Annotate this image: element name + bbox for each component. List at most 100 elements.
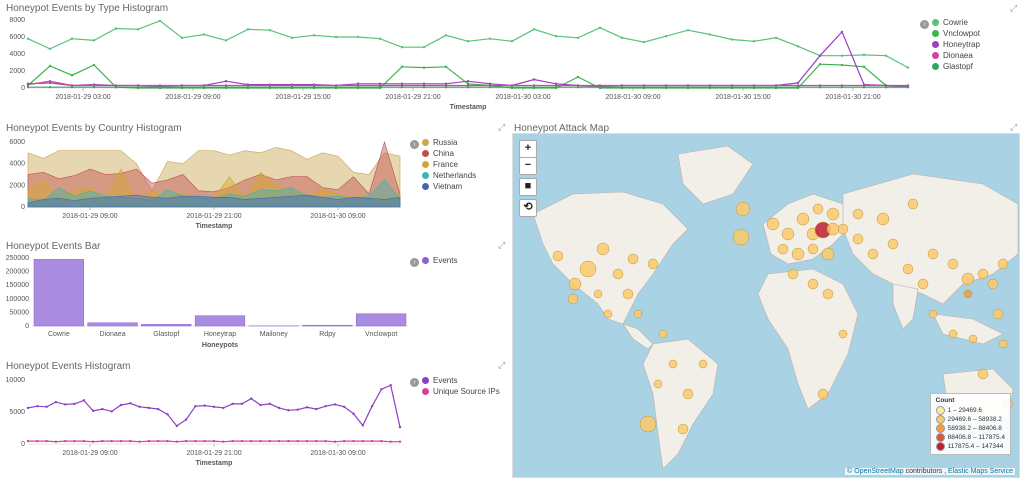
attack-bubble[interactable]: [902, 263, 914, 275]
data-point[interactable]: [180, 85, 184, 89]
expand-icon[interactable]: ⤢: [498, 240, 506, 250]
attack-bubble[interactable]: [961, 272, 975, 286]
data-point[interactable]: [576, 84, 580, 87]
data-point[interactable]: [400, 84, 404, 87]
attack-bubble[interactable]: [852, 233, 864, 245]
data-point[interactable]: [664, 84, 668, 87]
attack-bubble[interactable]: [963, 289, 973, 299]
data-point[interactable]: [92, 84, 96, 87]
data-point[interactable]: [54, 440, 58, 443]
attack-bubble[interactable]: [992, 308, 1004, 320]
data-point[interactable]: [488, 82, 492, 85]
attack-bubble[interactable]: [682, 388, 694, 400]
attack-bubble[interactable]: [596, 242, 610, 256]
data-point[interactable]: [642, 85, 646, 89]
data-point[interactable]: [158, 19, 162, 23]
attack-bubble[interactable]: [867, 248, 879, 260]
data-point[interactable]: [26, 406, 30, 410]
data-point[interactable]: [157, 439, 160, 443]
data-point[interactable]: [315, 439, 318, 443]
attack-bubble[interactable]: [987, 278, 999, 290]
attack-bubble[interactable]: [677, 423, 689, 435]
data-point[interactable]: [510, 40, 514, 43]
data-point[interactable]: [488, 37, 492, 40]
bar-vnclowpot[interactable]: [356, 313, 407, 327]
attack-map[interactable]: + − ■ ⟲ Count 1 – 29469.6 29469.6 – 58938…: [512, 133, 1020, 478]
data-point[interactable]: [620, 36, 624, 40]
data-point[interactable]: [400, 85, 404, 89]
data-point[interactable]: [296, 439, 299, 443]
data-point[interactable]: [532, 78, 536, 81]
data-point[interactable]: [796, 81, 800, 85]
attack-bubble[interactable]: [947, 258, 959, 270]
data-point[interactable]: [840, 84, 844, 87]
data-point[interactable]: [818, 84, 822, 87]
osm-link[interactable]: © OpenStreetMap: [847, 468, 904, 475]
attack-bubble[interactable]: [639, 415, 657, 433]
data-point[interactable]: [48, 85, 52, 89]
data-point[interactable]: [70, 74, 74, 77]
attack-bubble[interactable]: [977, 368, 989, 380]
bar-rdpy[interactable]: [302, 324, 353, 327]
attack-bubble[interactable]: [968, 334, 978, 344]
legend-toggle-icon[interactable]: ›: [410, 258, 419, 267]
data-point[interactable]: [840, 30, 844, 34]
data-point[interactable]: [184, 439, 188, 443]
data-point[interactable]: [175, 424, 178, 428]
data-point[interactable]: [63, 439, 67, 443]
data-point[interactable]: [422, 46, 426, 49]
attack-bubble[interactable]: [887, 238, 899, 250]
data-point[interactable]: [466, 85, 470, 89]
data-point[interactable]: [212, 405, 216, 408]
attack-bubble[interactable]: [777, 243, 789, 255]
data-point[interactable]: [158, 84, 162, 87]
attack-bubble[interactable]: [826, 222, 840, 236]
data-point[interactable]: [290, 85, 294, 89]
attack-bubble[interactable]: [852, 208, 864, 220]
data-point[interactable]: [48, 81, 52, 85]
data-point[interactable]: [356, 82, 360, 85]
data-point[interactable]: [268, 85, 272, 89]
data-point[interactable]: [73, 439, 76, 443]
data-point[interactable]: [334, 85, 338, 89]
data-point[interactable]: [101, 407, 104, 411]
data-point[interactable]: [466, 82, 470, 85]
data-point[interactable]: [110, 439, 113, 443]
attack-bubble[interactable]: [927, 248, 939, 260]
data-point[interactable]: [70, 84, 74, 87]
data-point[interactable]: [92, 63, 96, 67]
data-point[interactable]: [884, 85, 888, 89]
data-point[interactable]: [82, 399, 86, 402]
data-point[interactable]: [119, 439, 123, 443]
legend-item[interactable]: France: [422, 159, 476, 170]
data-point[interactable]: [194, 404, 197, 408]
data-point[interactable]: [361, 424, 364, 427]
attack-bubble[interactable]: [735, 201, 751, 217]
attack-bubble[interactable]: [698, 359, 708, 369]
attack-bubble[interactable]: [647, 258, 659, 270]
data-point[interactable]: [333, 440, 337, 443]
data-point[interactable]: [598, 85, 602, 89]
data-point[interactable]: [26, 83, 30, 86]
data-point[interactable]: [136, 28, 140, 31]
data-point[interactable]: [224, 84, 228, 87]
data-point[interactable]: [259, 439, 262, 443]
data-point[interactable]: [466, 84, 470, 87]
data-point[interactable]: [250, 439, 253, 443]
data-point[interactable]: [378, 84, 382, 87]
attack-bubble[interactable]: [732, 228, 750, 246]
data-point[interactable]: [378, 82, 382, 85]
data-point[interactable]: [231, 402, 234, 406]
data-point[interactable]: [333, 403, 337, 406]
data-point[interactable]: [488, 85, 492, 89]
bar-glastopf[interactable]: [141, 324, 192, 327]
attack-bubble[interactable]: [568, 277, 582, 291]
attack-bubble[interactable]: [781, 227, 795, 241]
data-point[interactable]: [576, 36, 580, 40]
data-point[interactable]: [389, 440, 392, 443]
bar-cowrie[interactable]: [33, 259, 84, 327]
data-point[interactable]: [101, 439, 104, 443]
data-point[interactable]: [324, 439, 327, 443]
ems-link[interactable]: Elastic Maps Service: [948, 468, 1013, 475]
data-point[interactable]: [576, 85, 580, 89]
